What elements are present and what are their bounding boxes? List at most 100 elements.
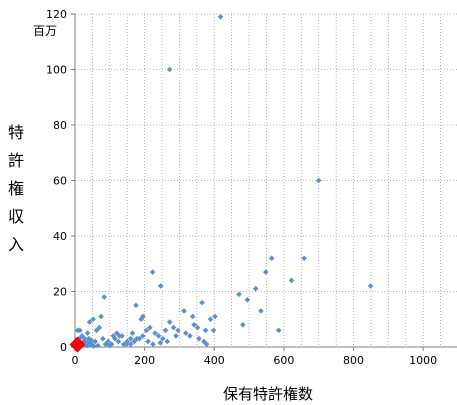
- data-point: [268, 255, 275, 261]
- data-point: [157, 340, 164, 346]
- data-point: [217, 13, 224, 20]
- data-point: [145, 338, 151, 345]
- y-tick-label: 20: [53, 286, 67, 299]
- data-point: [202, 327, 209, 334]
- data-point: [115, 338, 122, 345]
- data-point: [124, 338, 131, 345]
- highlight-marker: [69, 336, 86, 353]
- data-points: [73, 13, 374, 349]
- data-point: [110, 333, 117, 339]
- data-point: [79, 333, 85, 339]
- data-point: [147, 324, 153, 331]
- data-point: [315, 177, 322, 184]
- data-point: [84, 330, 91, 336]
- data-point: [189, 313, 196, 320]
- x-tick-label: 200: [134, 354, 155, 367]
- x-axis-label: 保有特許権数: [223, 385, 313, 403]
- data-point: [258, 308, 264, 314]
- data-point: [263, 269, 269, 275]
- y-axis-label-char: 権: [8, 179, 24, 198]
- data-point: [170, 324, 177, 331]
- data-point: [127, 341, 134, 348]
- data-point: [203, 341, 210, 348]
- data-point: [155, 333, 162, 339]
- data-point: [140, 313, 146, 320]
- data-point: [85, 338, 92, 345]
- data-point: [91, 343, 97, 349]
- data-point: [275, 327, 282, 334]
- y-tick-label: 40: [53, 230, 67, 243]
- x-tick-label: 600: [273, 354, 294, 367]
- x-tick-labels: 0 200 400 600 800 1000: [72, 354, 438, 367]
- data-point: [93, 327, 100, 334]
- x-tick-label: 800: [343, 354, 364, 367]
- data-point: [149, 269, 156, 275]
- data-point: [116, 333, 123, 339]
- data-point: [152, 330, 158, 336]
- data-point: [129, 330, 136, 336]
- y-tick-label: 0: [60, 341, 67, 354]
- data-point: [131, 338, 137, 345]
- x-tick-label: 1000: [409, 354, 437, 367]
- data-point: [86, 335, 92, 342]
- data-point: [244, 297, 251, 303]
- data-point: [77, 327, 83, 334]
- y-tick-label: 100: [46, 64, 67, 77]
- data-point: [173, 333, 179, 339]
- data-point: [212, 313, 218, 320]
- y-tick-label: 80: [53, 119, 67, 132]
- y-axis-label-char: 特: [8, 123, 24, 142]
- data-point: [196, 335, 202, 342]
- data-point: [166, 319, 173, 325]
- data-point: [181, 308, 187, 314]
- data-point: [240, 322, 246, 328]
- data-point: [140, 333, 146, 339]
- data-point: [288, 277, 295, 284]
- y-tick-labels: 0 20 40 60 80 100 120: [46, 8, 67, 354]
- y-axis-label-char: 入: [8, 235, 24, 254]
- highlight-point: [69, 336, 86, 353]
- data-point: [162, 327, 169, 334]
- grid-lines: [75, 13, 457, 347]
- data-point: [86, 319, 93, 325]
- data-point: [175, 327, 181, 334]
- data-point: [164, 338, 171, 345]
- data-point: [102, 341, 109, 348]
- y-tick-label: 120: [46, 8, 67, 21]
- x-tick-label: 400: [204, 354, 225, 367]
- data-point: [92, 338, 98, 345]
- y-axis-label-char: 許: [8, 151, 24, 170]
- y-unit-label: 百万: [33, 24, 57, 38]
- data-point: [150, 341, 156, 348]
- data-point: [182, 330, 189, 336]
- data-point: [236, 291, 242, 298]
- data-point: [143, 327, 150, 334]
- data-point: [134, 335, 140, 342]
- data-point: [81, 335, 88, 342]
- data-point: [95, 342, 101, 349]
- data-point: [84, 343, 90, 349]
- data-point: [98, 313, 104, 320]
- data-point: [166, 66, 173, 73]
- data-point: [127, 335, 134, 342]
- data-point: [301, 255, 307, 261]
- y-tick-label: 60: [53, 175, 67, 188]
- data-point: [367, 283, 374, 289]
- data-point: [194, 324, 201, 331]
- data-point: [210, 327, 217, 334]
- data-point: [252, 285, 259, 292]
- axes: [71, 13, 457, 351]
- data-point: [88, 337, 94, 343]
- data-point: [157, 283, 164, 289]
- data-point: [120, 341, 127, 348]
- data-point: [90, 316, 96, 323]
- data-point: [100, 335, 106, 342]
- data-point: [133, 302, 139, 309]
- data-point: [191, 322, 197, 328]
- data-point: [207, 316, 214, 323]
- data-point: [101, 294, 108, 300]
- data-point: [187, 333, 193, 339]
- data-point: [159, 335, 166, 342]
